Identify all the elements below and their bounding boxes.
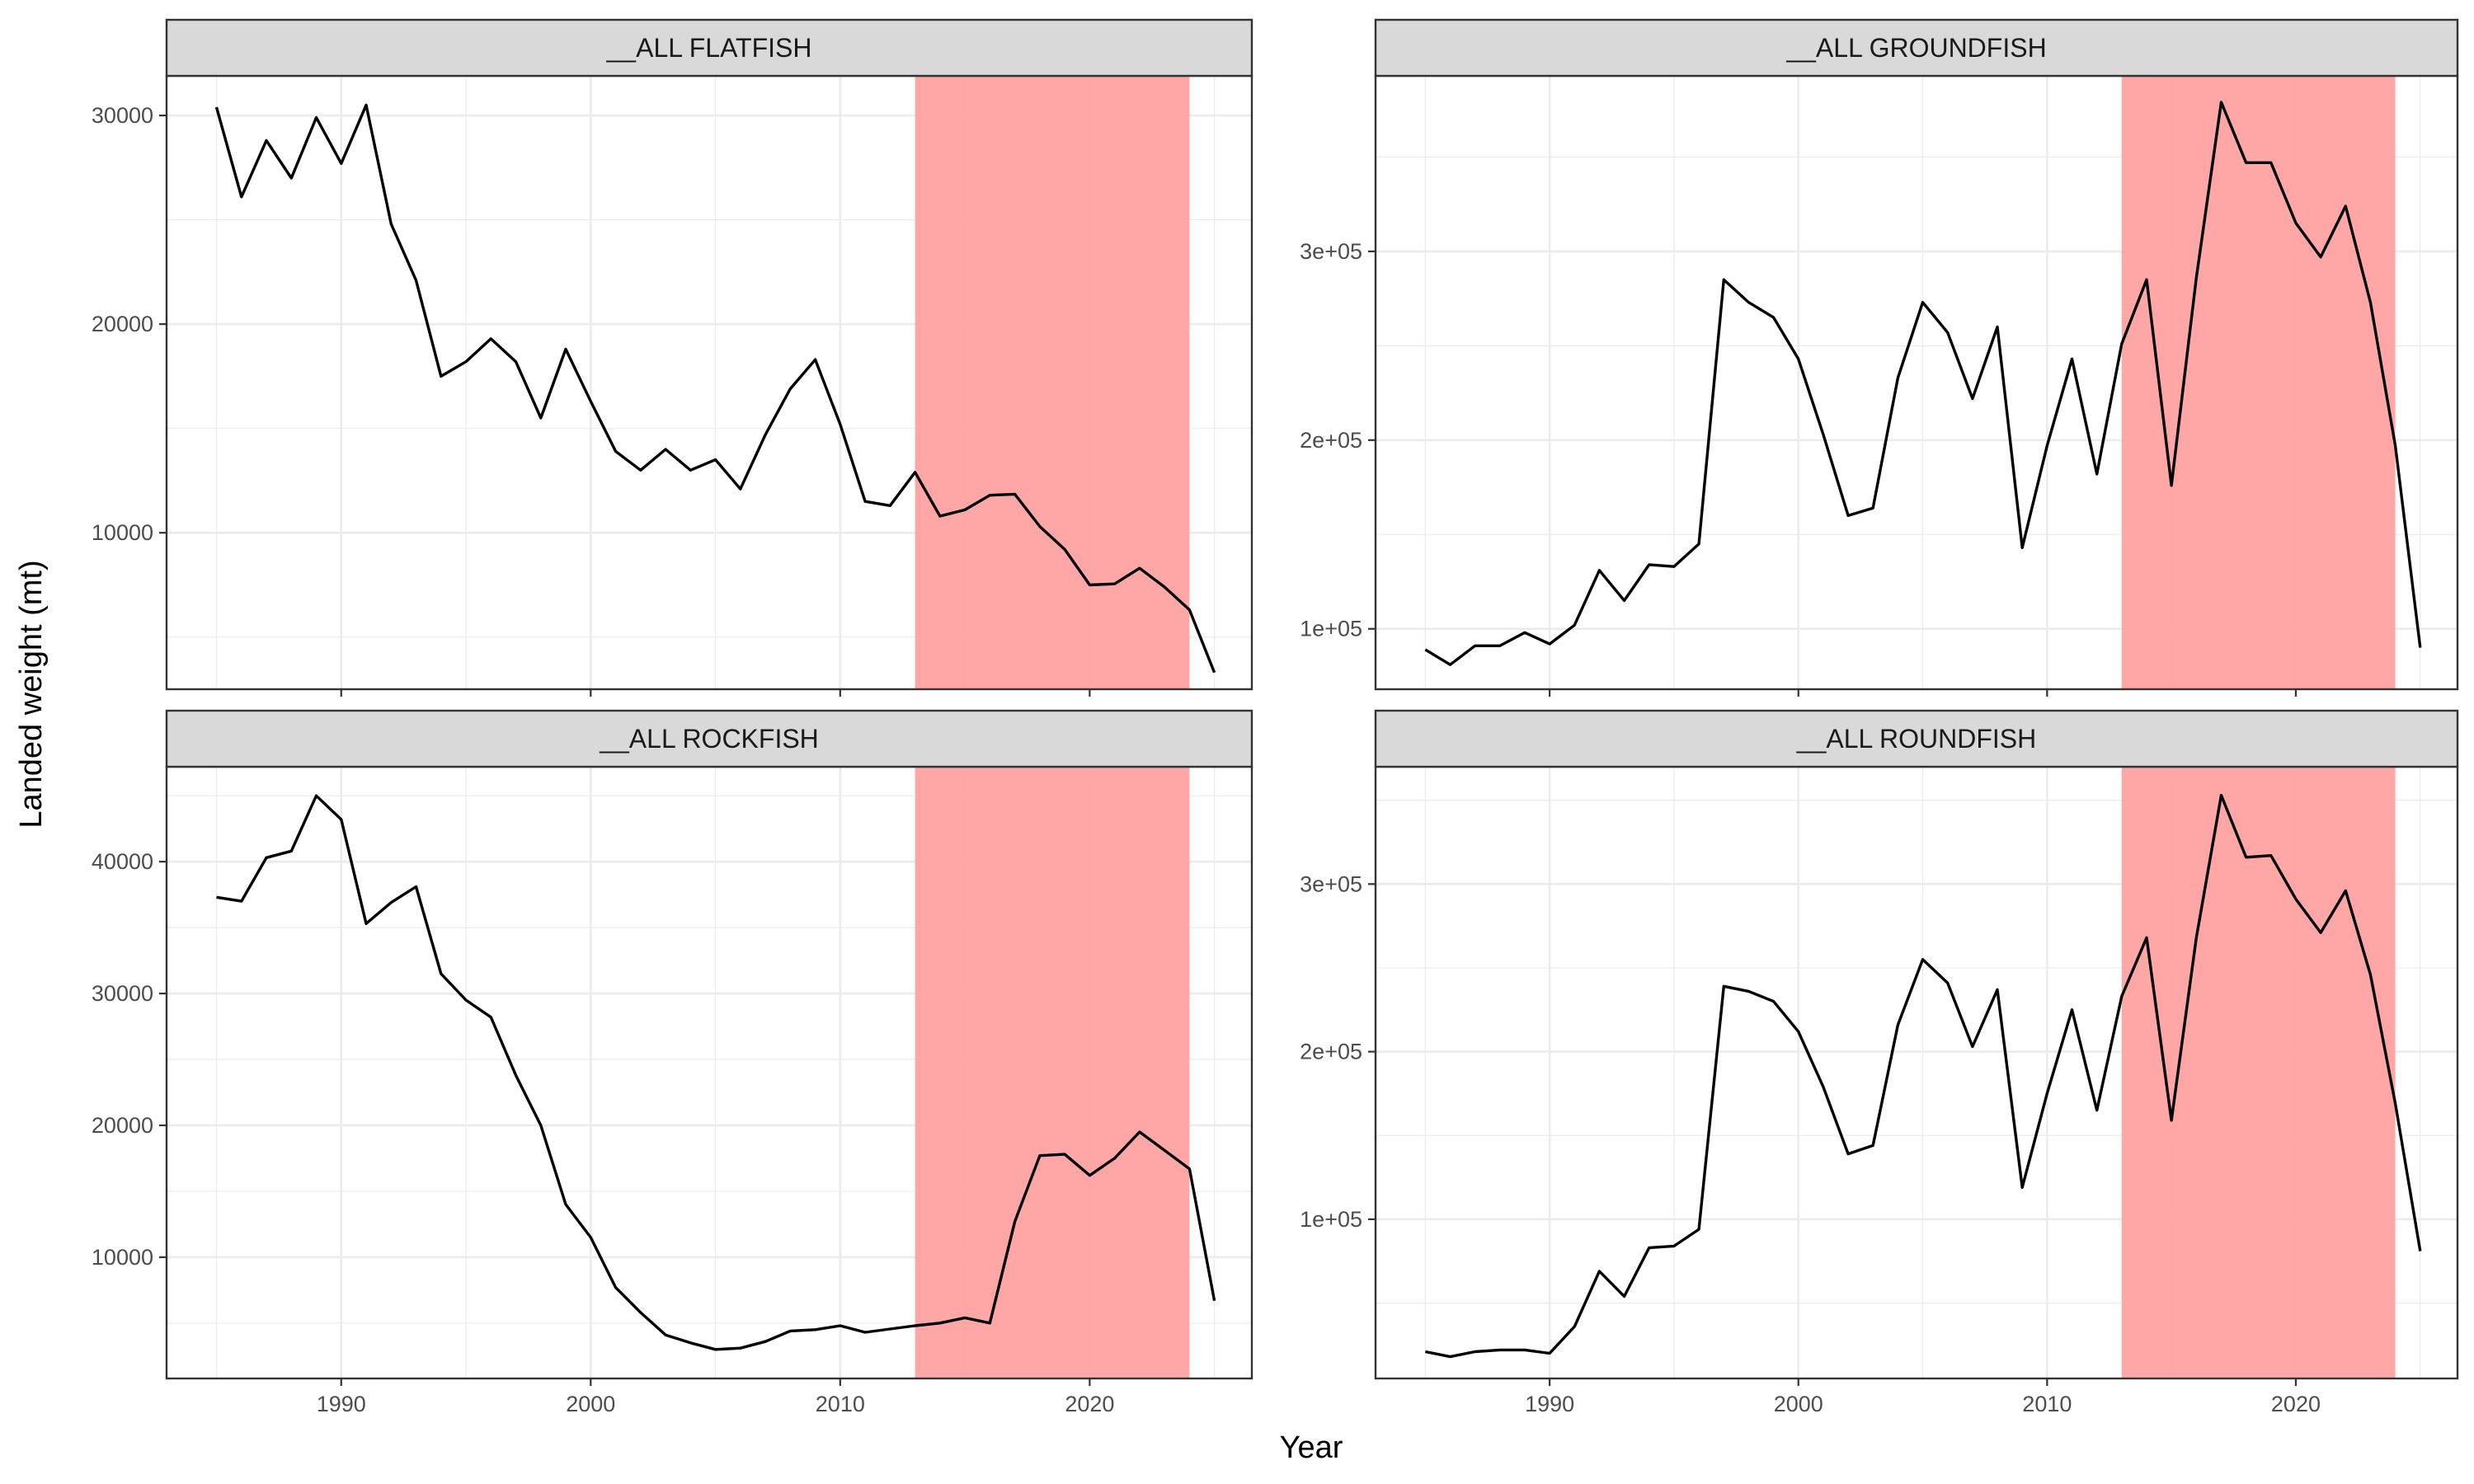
series-line <box>216 794 1216 1351</box>
panel-3: __ALL ROCKFISH 10000 20000 30000 40000 1990 20… <box>92 709 1253 1416</box>
facet-strip <box>165 709 1253 768</box>
x-tick-label: 2020 <box>1065 1392 1114 1416</box>
facet-title: __ALL ROCKFISH <box>599 724 819 754</box>
facet-strip <box>165 18 1253 77</box>
series-line <box>214 103 1216 674</box>
x-tick-label: 2020 <box>2271 1392 2321 1416</box>
series-line <box>1424 101 2422 666</box>
y-tick-label: 3e+05 <box>1300 871 1362 896</box>
panels: __ALL FLATFISH 10000 20000 30000 __ALL GROUN… <box>92 18 2459 1416</box>
facet-title: __ALL FLATFISH <box>606 33 812 63</box>
y-tick-label: 20000 <box>92 312 153 336</box>
y-tick-label: 20000 <box>92 1113 153 1138</box>
panel-2: __ALL GROUNDFISH 1e+05 2e+05 3e+05 <box>1300 18 2459 697</box>
panel-4: __ALL ROUNDFISH 1e+05 2e+05 3e+05 1990 2000 20… <box>1300 709 2459 1416</box>
y-tick-label: 1e+05 <box>1300 1207 1362 1232</box>
highlight-band <box>2121 767 2396 1378</box>
series-line <box>1424 793 2422 1359</box>
panel-1: __ALL FLATFISH 10000 20000 30000 <box>92 18 1253 697</box>
y-tick-label: 2e+05 <box>1300 1040 1362 1064</box>
facet-strip <box>1374 18 2459 77</box>
y-tick-label: 30000 <box>92 103 153 128</box>
y-tick-label: 10000 <box>92 1245 153 1270</box>
facet-strip <box>1374 709 2459 768</box>
x-tick-label: 2010 <box>816 1392 865 1416</box>
y-axis-title: Landed weight (mt) <box>14 560 49 828</box>
x-tick-label: 1990 <box>317 1392 366 1416</box>
y-tick-label: 2e+05 <box>1300 428 1362 453</box>
x-tick-label: 2000 <box>1774 1392 1823 1416</box>
highlight-band <box>915 767 1190 1378</box>
facet-title: __ALL ROUNDFISH <box>1796 724 2036 754</box>
y-tick-label: 1e+05 <box>1300 617 1362 641</box>
highlight-band <box>2121 76 2396 689</box>
y-tick-label: 10000 <box>92 520 153 545</box>
facet-title: __ALL GROUNDFISH <box>1785 33 2046 63</box>
y-tick-label: 30000 <box>92 981 153 1006</box>
highlight-band <box>915 76 1190 689</box>
y-tick-label: 3e+05 <box>1300 239 1362 264</box>
x-tick-label: 1990 <box>1525 1392 1574 1416</box>
x-tick-label: 2010 <box>2022 1392 2072 1416</box>
x-tick-label: 2000 <box>566 1392 615 1416</box>
y-tick-label: 40000 <box>92 849 153 874</box>
x-axis-title: Year <box>1280 1430 1343 1465</box>
